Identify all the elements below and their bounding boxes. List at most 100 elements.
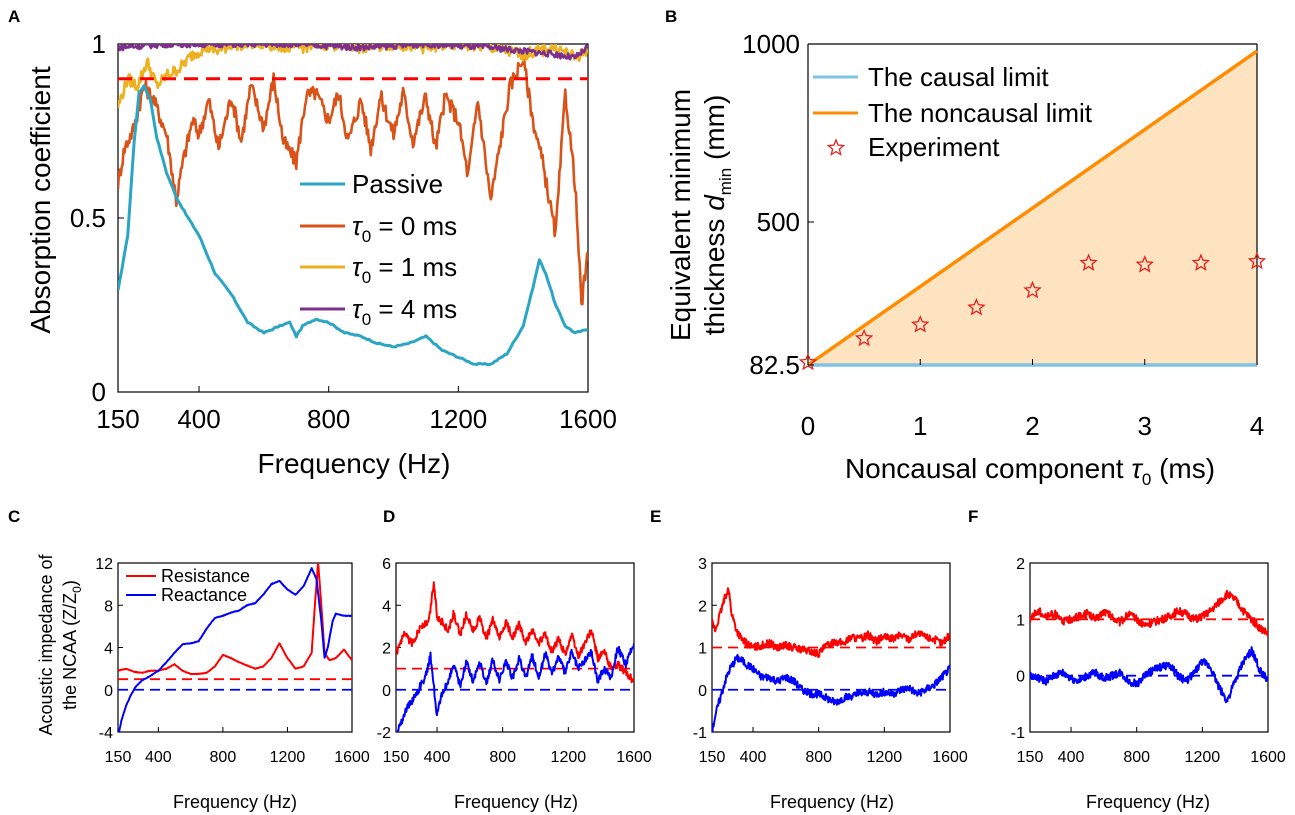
experiment-point xyxy=(1135,255,1155,273)
panel-c-ytick-label: 12 xyxy=(95,556,113,573)
panel-b-plot: 0 1 2 3 4 82.5 500 1000 xyxy=(742,29,1267,441)
experiment-point xyxy=(967,297,986,316)
panel-d-xtick-label: 150 xyxy=(383,749,410,766)
panel-f-xtick-label: 800 xyxy=(1123,749,1150,766)
panel-label-b: B xyxy=(665,7,677,26)
panel-a-ytick-label: 0.5 xyxy=(70,203,106,233)
panel-b-ylabel-line1: Equivalent minimum xyxy=(665,89,696,341)
legend-label-experiment: Experiment xyxy=(868,132,1000,162)
experiment-point xyxy=(798,352,818,371)
experiment-point xyxy=(854,328,874,347)
panel-f-xtick-label: 1200 xyxy=(1185,749,1221,766)
panel-label-e: E xyxy=(650,507,661,526)
panel-b-ylabel-line2: thickness dmin (mm) xyxy=(699,95,735,336)
panel-c-ylabel-line2: the NCAA (Z/Z0) xyxy=(60,580,84,710)
panel-e-ytick-label: 3 xyxy=(698,556,707,573)
panel-f-xtick-label: 400 xyxy=(1058,749,1085,766)
panel-e-ytick-label: -1 xyxy=(693,725,707,742)
panel-c-xtick-label: 1200 xyxy=(270,749,306,766)
series-line-reactance xyxy=(396,643,634,732)
experiment-point xyxy=(911,315,930,333)
panel-b-xtick-label: 0 xyxy=(801,411,815,441)
panel-a-series-group xyxy=(118,44,588,367)
panel-e-xlabel: Frequency (Hz) xyxy=(770,792,894,812)
series-line-reactance xyxy=(712,654,950,732)
panel-b-xtick-label: 4 xyxy=(1250,411,1264,441)
panel-c-series-group xyxy=(118,563,352,732)
panel-c-ytick-label: -4 xyxy=(99,725,113,742)
panel-e-xtick-label: 800 xyxy=(805,749,832,766)
panel-e-xtick-label: 1200 xyxy=(867,749,903,766)
panel-e: E Frequency (Hz) 150 400 800 1200 1600 -1 0 1 2 3 xyxy=(650,507,968,812)
panel-label-a: A xyxy=(8,7,20,26)
legend-swatch-experiment xyxy=(826,138,846,156)
panel-b-ytick-label: 500 xyxy=(757,207,800,237)
series-line-resistance xyxy=(396,581,634,684)
panel-c-ytick-label: 4 xyxy=(104,641,113,658)
series-line-tau0 xyxy=(118,56,588,306)
panel-c-legend: Resistance Reactance xyxy=(126,566,250,605)
panel-d-ytick-label: -2 xyxy=(377,725,391,742)
panel-a-legend: Passive τ0 = 0 ms τ0 = 1 ms τ0 = 4 ms xyxy=(300,169,457,329)
panel-a-xtick-label: 150 xyxy=(96,404,139,434)
panel-label-d: D xyxy=(383,507,395,526)
series-line-resistance xyxy=(1030,589,1268,637)
panel-e-xtick-label: 150 xyxy=(699,749,726,766)
legend-label-resistance: Resistance xyxy=(161,566,250,586)
panel-b-xtick-label: 1 xyxy=(913,411,927,441)
panel-a: A Absorption coefficient Frequency (Hz) … xyxy=(8,7,617,479)
panel-d-xtick-label: 1200 xyxy=(551,749,587,766)
panel-a-xtick-label: 1200 xyxy=(429,404,487,434)
panel-d-xtick-label: 1600 xyxy=(616,749,652,766)
panel-d-ytick-label: 4 xyxy=(382,598,391,615)
panel-c-ytick-label: 0 xyxy=(104,683,113,700)
panel-c-ytick-label: 8 xyxy=(104,598,113,615)
panel-f-ytick-label: -1 xyxy=(1011,725,1025,742)
panel-f: F Frequency (Hz) 150 400 800 1200 1600 -1 0 1 2 xyxy=(968,507,1286,812)
panel-a-ytick-label: 1 xyxy=(92,29,106,59)
panel-a-xtick-label: 400 xyxy=(177,404,220,434)
panel-a-plot: 150 400 800 1200 1600 0 0.5 1 xyxy=(70,29,617,434)
panel-d-ytick-label: 2 xyxy=(382,641,391,658)
panel-c-xtick-label: 800 xyxy=(210,749,237,766)
panel-b-ytick-label: 82.5 xyxy=(749,350,800,380)
series-line-resistance xyxy=(712,587,950,659)
experiment-point xyxy=(1247,251,1267,270)
series-line-passive xyxy=(118,84,588,367)
panel-d-series-group xyxy=(396,581,634,732)
series-line-noncausal-limit xyxy=(806,49,1259,367)
legend-label-noncausal: The noncausal limit xyxy=(868,98,1093,128)
panel-f-ytick-label: 2 xyxy=(1016,556,1025,573)
panel-e-xtick-label: 400 xyxy=(740,749,767,766)
legend-label-tau1: τ0 = 1 ms xyxy=(352,252,457,287)
panel-f-frame xyxy=(1029,562,1269,733)
experiment-point xyxy=(1191,253,1211,271)
legend-label-tau4: τ0 = 4 ms xyxy=(352,294,457,329)
panel-e-ytick-label: 2 xyxy=(698,598,707,615)
panel-b-xtick-label: 2 xyxy=(1025,411,1039,441)
legend-label-causal: The causal limit xyxy=(868,62,1049,92)
panel-c-xtick-label: 150 xyxy=(105,749,132,766)
panel-f-xtick-label: 1600 xyxy=(1250,749,1286,766)
panel-label-f: F xyxy=(968,507,978,526)
panel-f-xtick-label: 150 xyxy=(1017,749,1044,766)
panel-c-ylabel-line1: Acoustic impedance of xyxy=(36,553,56,735)
panel-f-ytick-label: 1 xyxy=(1016,612,1025,629)
panel-a-ytick-label: 0 xyxy=(92,377,106,407)
panel-e-plot: 150 400 800 1200 1600 -1 0 1 2 3 xyxy=(693,556,968,766)
panel-a-xtick-label: 800 xyxy=(307,404,350,434)
panel-c-xtick-label: 1600 xyxy=(334,749,370,766)
panel-f-plot: 150 400 800 1200 1600 -1 0 1 2 xyxy=(1011,556,1286,766)
panel-b: B Equivalent minimum thickness dmin (mm)… xyxy=(665,7,1267,489)
panel-c-xtick-label: 400 xyxy=(145,749,172,766)
panel-f-xlabel: Frequency (Hz) xyxy=(1086,792,1210,812)
panel-a-ylabel: Absorption coefficient xyxy=(25,66,56,333)
panel-d: D Frequency (Hz) 150 400 800 1200 1600 -2 0 2 4 6 xyxy=(377,507,652,812)
panel-f-ytick-label: 0 xyxy=(1016,669,1025,686)
panel-b-legend: The causal limit The noncausal limit Exp… xyxy=(813,62,1093,162)
experiment-point xyxy=(1023,280,1042,299)
series-line-tau4 xyxy=(118,44,588,61)
experiment-point xyxy=(1079,253,1098,271)
panel-b-xlabel: Noncausal component τ0 (ms) xyxy=(845,453,1215,489)
